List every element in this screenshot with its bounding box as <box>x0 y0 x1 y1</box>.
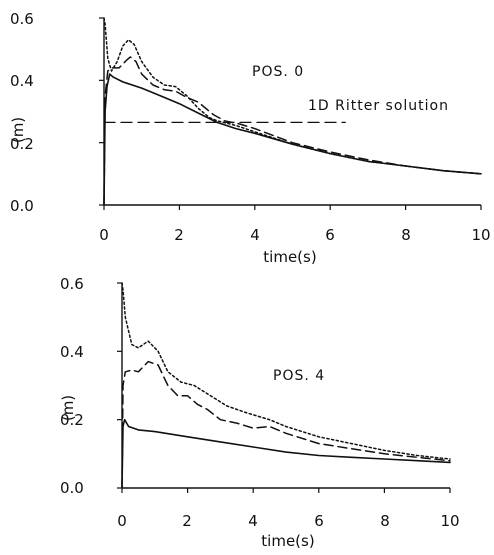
series-dashed <box>103 56 482 206</box>
y-tick-label: 0.6 <box>10 10 34 28</box>
y-axis-label: (m) <box>59 395 77 421</box>
x-tick-label: 4 <box>250 226 260 244</box>
series-solid <box>121 418 451 489</box>
chart-pos-4: 0.6 0.4 0.2 0.0 (m) time(s) POS. 4 0 2 4… <box>59 275 460 550</box>
chart-pos-0: 0.6 0.4 0.2 0.0 (m) time(s) POS. 0 1D Ri… <box>9 10 491 266</box>
x-axis-label: time(s) <box>261 532 314 550</box>
series-dashed <box>121 360 451 489</box>
x-tick-label: 2 <box>182 512 192 530</box>
x-tick-label: 8 <box>401 226 411 244</box>
y-tick-label: 0.2 <box>10 135 34 153</box>
x-tick-label: 2 <box>174 226 184 244</box>
x-tick-label: 10 <box>440 512 459 530</box>
x-tick-label: 6 <box>325 226 335 244</box>
x-tick-label: 8 <box>380 512 390 530</box>
x-tick-label: 10 <box>471 226 490 244</box>
series-solid <box>103 73 482 206</box>
y-tick-label: 0.0 <box>60 479 84 497</box>
x-tick-label: 0 <box>99 226 109 244</box>
y-tick-label: 0.4 <box>10 72 34 90</box>
annotation-pos-4: POS. 4 <box>273 368 325 384</box>
x-axis-label: time(s) <box>263 248 316 266</box>
x-tick-label: 4 <box>248 512 258 530</box>
x-tick-label: 6 <box>314 512 324 530</box>
y-tick-label: 0.4 <box>60 343 84 361</box>
series-dotted <box>121 282 451 460</box>
y-tick-label: 0.6 <box>60 275 84 293</box>
y-tick-label: 0.0 <box>10 197 34 215</box>
x-tick-label: 0 <box>117 512 127 530</box>
annotation-pos-0: POS. 0 <box>252 64 304 80</box>
annotation-ritter: 1D Ritter solution <box>308 98 449 114</box>
y-axis-label: (m) <box>9 117 27 143</box>
y-tick-label: 0.2 <box>60 411 84 429</box>
